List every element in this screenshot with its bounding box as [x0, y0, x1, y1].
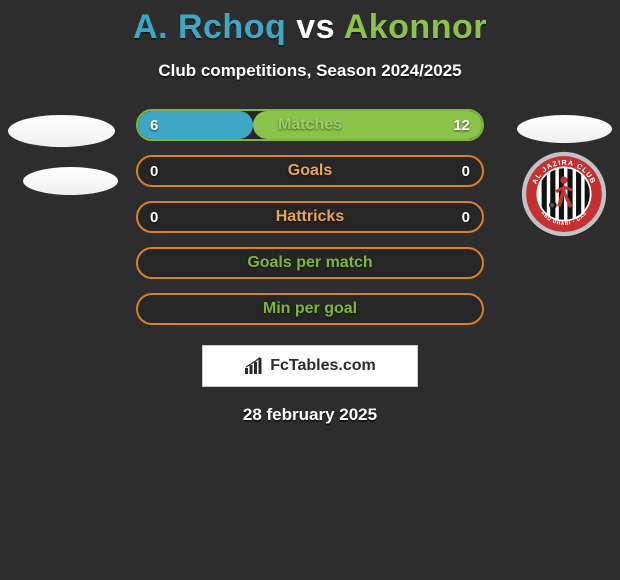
- player1-name: A. Rchoq: [133, 8, 286, 46]
- stat-rows: Matches612Goals00Hattricks00Goals per ma…: [136, 109, 484, 325]
- right-club-badge: AL JAZIRA CLUB ABU DHABI · UAE: [513, 109, 612, 242]
- stat-row: Matches6 12: [136, 109, 484, 141]
- stat-row: Goals0 0: [136, 155, 484, 187]
- page-title: A. Rchoq vs Akonnor: [0, 8, 620, 47]
- stat-label: Matches: [138, 111, 482, 139]
- vs-separator: vs: [296, 8, 335, 46]
- badge-ellipse: [23, 167, 118, 195]
- stat-value-left: 6: [150, 111, 158, 139]
- stat-label: Goals: [138, 157, 482, 185]
- stat-row: Hattricks0 0: [136, 201, 484, 233]
- stat-label: Goals per match: [138, 249, 482, 277]
- stat-value-left: 0: [150, 203, 158, 231]
- subtitle: Club competitions, Season 2024/2025: [0, 61, 620, 81]
- stat-value-right: 12: [453, 111, 470, 139]
- snapshot-date: 28 february 2025: [0, 405, 620, 425]
- bar-chart-icon: [244, 357, 264, 375]
- al-jazira-crest-icon: AL JAZIRA CLUB ABU DHABI · UAE: [521, 151, 607, 237]
- stat-value-right: 0: [462, 157, 470, 185]
- stat-label: Hattricks: [138, 203, 482, 231]
- stat-value-right: 0: [462, 203, 470, 231]
- player2-name: Akonnor: [344, 8, 487, 46]
- fctables-label: FcTables.com: [270, 357, 376, 375]
- badge-ellipse: [517, 115, 612, 143]
- left-club-badge: [8, 109, 118, 195]
- stat-row: Min per goal: [136, 293, 484, 325]
- comparison-card: A. Rchoq vs Akonnor Club competitions, S…: [0, 0, 620, 580]
- stat-row: Goals per match: [136, 247, 484, 279]
- badge-ellipse: [8, 115, 115, 147]
- stats-area: AL JAZIRA CLUB ABU DHABI · UAE: [0, 109, 620, 325]
- stat-label: Min per goal: [138, 295, 482, 323]
- fctables-badge[interactable]: FcTables.com: [202, 345, 418, 387]
- stat-value-left: 0: [150, 157, 158, 185]
